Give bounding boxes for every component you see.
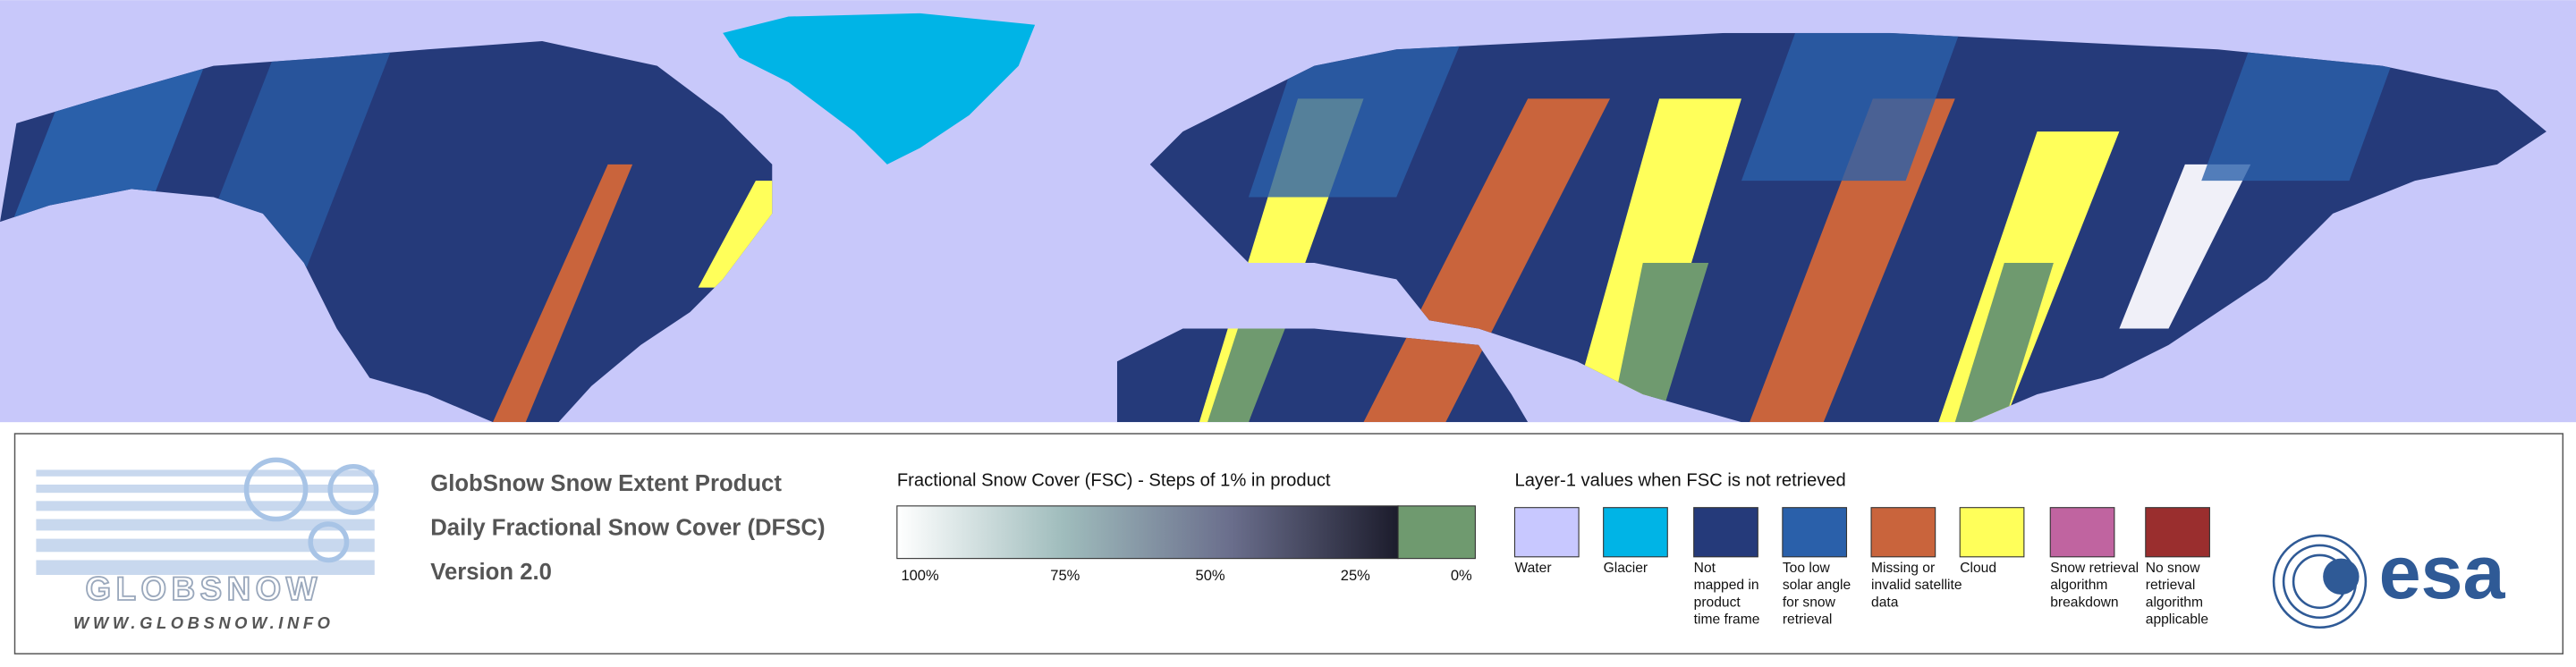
layer1-label: Cloud bbox=[1960, 561, 1996, 576]
layer1-label: retrieval bbox=[2146, 578, 2196, 593]
fsc-label: 50% bbox=[1196, 567, 1225, 584]
layer1-swatch bbox=[1513, 507, 1580, 558]
layer1-label: Water bbox=[1514, 561, 1551, 576]
layer1-label: Too low bbox=[1783, 561, 1831, 576]
fsc-gradient bbox=[896, 505, 1399, 560]
product-subtitle: Daily Fractional Snow Cover (DFSC) bbox=[430, 515, 825, 540]
globsnow-logo: GLOBSNOW WWW.GLOBSNOW.INFO bbox=[36, 457, 379, 632]
layer1-swatch bbox=[1693, 507, 1758, 558]
layer1-label: retrieval bbox=[1783, 612, 1833, 628]
esa-text: esa bbox=[2379, 530, 2506, 614]
layer1-swatch bbox=[1959, 507, 2025, 558]
layer1-label: Snow retrieval bbox=[2050, 561, 2139, 576]
layer1-label: Not bbox=[1694, 561, 1716, 576]
layer1-label: No snow bbox=[2146, 561, 2200, 576]
layer1-label: time frame bbox=[1694, 612, 1760, 628]
fsc-title: Fractional Snow Cover (FSC) - Steps of 1… bbox=[897, 471, 1331, 491]
fsc-label: 100% bbox=[901, 567, 939, 584]
layer1-label: solar angle bbox=[1783, 578, 1851, 593]
fsc-zero-swatch bbox=[1397, 505, 1476, 560]
fsc-label: 75% bbox=[1050, 567, 1080, 584]
layer1-swatch bbox=[1870, 507, 1936, 558]
product-version: Version 2.0 bbox=[430, 560, 552, 585]
logo-brand: GLOBSNOW bbox=[86, 570, 322, 607]
layer1-title: Layer-1 values when FSC is not retrieved bbox=[1514, 471, 1845, 491]
layer1-swatch bbox=[2145, 507, 2210, 558]
layer1-label: mapped in bbox=[1694, 578, 1759, 593]
layer1-swatch bbox=[1603, 507, 1668, 558]
layer1-label: Missing or bbox=[1871, 561, 1935, 576]
layer1-label: algorithm bbox=[2146, 595, 2203, 610]
greenland bbox=[723, 13, 1036, 165]
product-name: GlobSnow Snow Extent Product bbox=[430, 471, 782, 496]
fsc-label: 0% bbox=[1451, 567, 1472, 584]
layer1-label: algorithm bbox=[2050, 578, 2107, 593]
layer1-label: product bbox=[1694, 595, 1741, 610]
layer1-label: breakdown bbox=[2050, 595, 2118, 610]
layer1-label: for snow bbox=[1783, 595, 1836, 610]
logo-url: WWW.GLOBSNOW.INFO bbox=[73, 613, 335, 632]
layer1-label: data bbox=[1871, 595, 1899, 610]
map bbox=[0, 0, 2576, 423]
esa-logo: esa bbox=[2272, 530, 2506, 629]
layer1-label: Glacier bbox=[1604, 561, 1648, 576]
layer1-label: invalid satellite bbox=[1871, 578, 1962, 593]
fsc-label: 25% bbox=[1341, 567, 1370, 584]
layer1-swatch bbox=[2049, 507, 2115, 558]
layer1-label: applicable bbox=[2146, 612, 2208, 628]
layer1-swatch bbox=[1782, 507, 1848, 558]
